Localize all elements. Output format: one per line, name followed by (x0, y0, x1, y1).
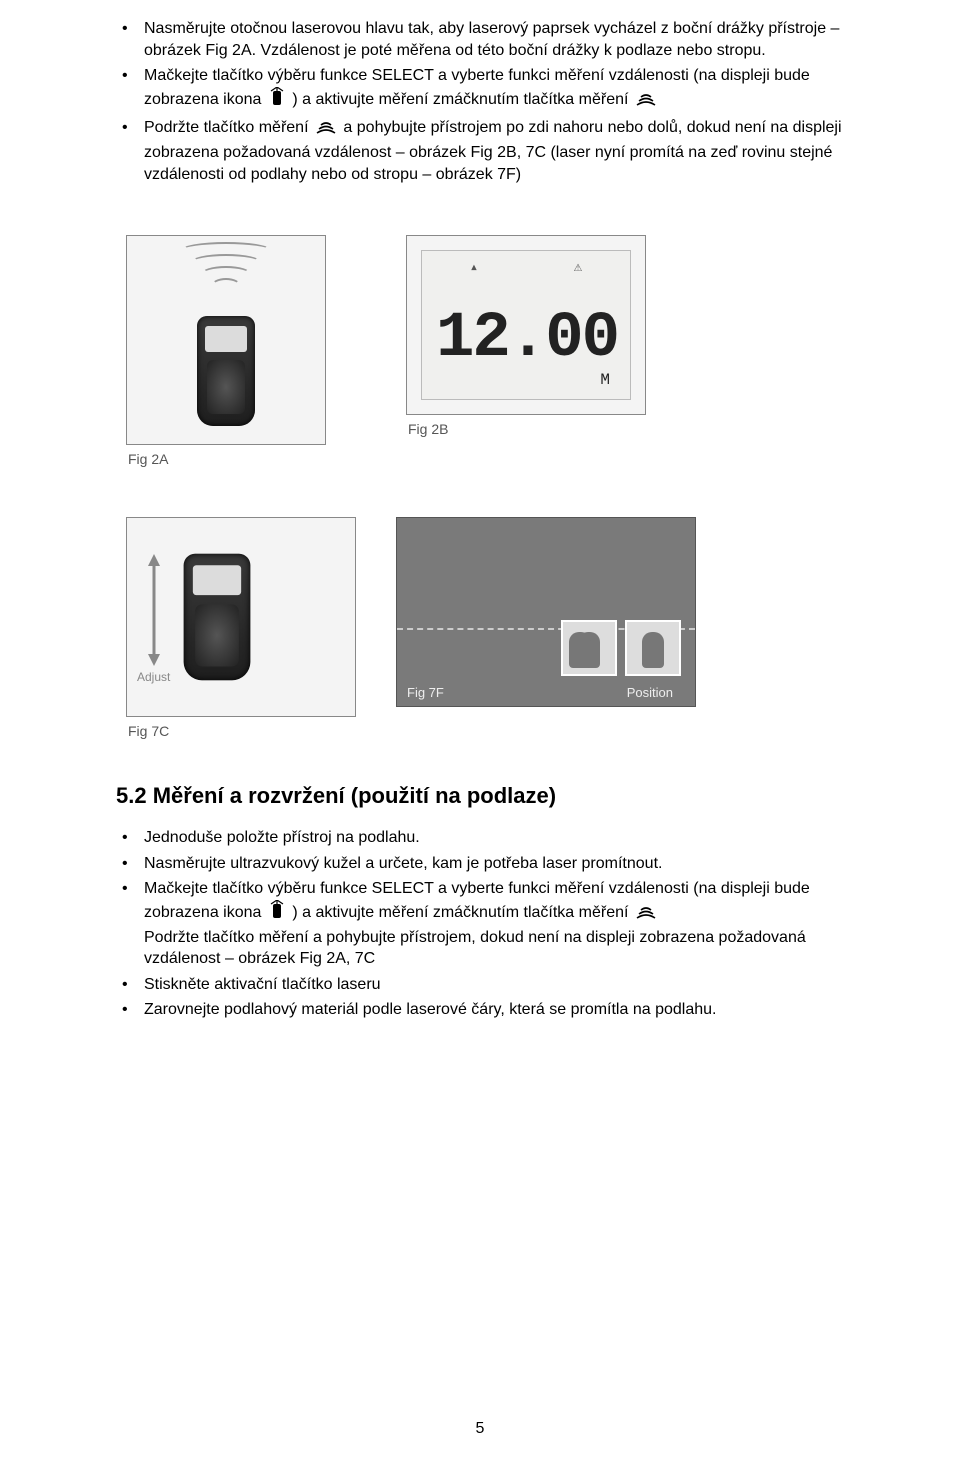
bullet-text: Podržte tlačítko měření (144, 119, 309, 136)
device-illustration (184, 554, 251, 681)
figure-row-2: Adjust Fig 7C Fig 7F Position (126, 517, 874, 739)
lcd-display: ▴ ⚠ 12.00 M (421, 250, 631, 400)
bullet-text: Nasměrujte ultrazvukový kužel a určete, … (144, 855, 662, 872)
figure-2a: Fig 2A (126, 235, 326, 467)
page-number: 5 (0, 1420, 960, 1438)
figure-label: Fig 2B (408, 421, 646, 437)
position-thumb (561, 620, 617, 676)
wave-icon (635, 92, 657, 114)
wave-icon (635, 905, 657, 927)
figure-7c: Adjust Fig 7C (126, 517, 356, 739)
lcd-value: 12.00 (436, 307, 618, 371)
lcd-unit: M (600, 371, 610, 389)
adjust-label: Adjust (137, 670, 170, 684)
adjust-arrow-icon: Adjust (137, 550, 170, 684)
bullet-select-function: Mačkejte tlačítko výběru funkce SELECT a… (116, 878, 874, 969)
bullet-press-laser: Stiskněte aktivační tlačítko laseru (116, 974, 874, 996)
figure-7f: Fig 7F Position (396, 517, 696, 739)
projection-panel: Fig 7F Position (396, 517, 696, 707)
position-label: Position (627, 685, 673, 700)
bullet-hold-measure: Podržte tlačítko měření a pohybujte přís… (116, 117, 874, 185)
bullet-place-floor: Jednoduše položte přístroj na podlahu. (116, 827, 874, 849)
laser-icon: ▴ (470, 259, 478, 276)
bullet-text: Podržte tlačítko měření a pohybujte přís… (144, 929, 806, 968)
bullet-text: Stiskněte aktivační tlačítko laseru (144, 976, 381, 993)
bullet-select-function: Mačkejte tlačítko výběru funkce SELECT a… (116, 65, 874, 113)
figure-label: Fig 7F (407, 685, 444, 700)
figure-label: Fig 2A (128, 451, 326, 467)
bullet-text: ) a aktivujte měření zmáčknutím tlačítka… (292, 91, 628, 108)
warning-icon: ⚠ (574, 259, 582, 276)
bullet-text: Nasměrujte otočnou laserovou hlavu tak, … (144, 20, 839, 59)
bullet-text: Zarovnejte podlahový materiál podle lase… (144, 1001, 716, 1018)
lcd-top-icons: ▴ ⚠ (422, 259, 630, 276)
bullet-aim-laser: Nasměrujte otočnou laserovou hlavu tak, … (116, 18, 874, 61)
bullet-text: Jednoduše položte přístroj na podlahu. (144, 829, 420, 846)
wave-icon (315, 120, 337, 142)
instruction-list-top: Nasměrujte otočnou laserovou hlavu tak, … (116, 18, 874, 185)
sonic-waves-icon (127, 242, 325, 286)
bullet-text: ) a aktivujte měření zmáčknutím tlačítka… (292, 904, 628, 921)
device-illustration (197, 316, 255, 426)
bullet-align-floor: Zarovnejte podlahový materiál podle lase… (116, 999, 874, 1021)
section-heading: 5.2 Měření a rozvržení (použití na podla… (116, 783, 874, 809)
instruction-list-bottom: Jednoduše položte přístroj na podlahu. N… (116, 827, 874, 1021)
laser-icon (268, 87, 286, 114)
position-thumb (625, 620, 681, 676)
figure-row-1: Fig 2A ▴ ⚠ 12.00 M Fig 2B (126, 235, 874, 467)
figure-2b: ▴ ⚠ 12.00 M Fig 2B (406, 235, 646, 467)
laser-icon (268, 900, 286, 927)
bullet-aim-cone: Nasměrujte ultrazvukový kužel a určete, … (116, 853, 874, 875)
figure-label: Fig 7C (128, 723, 356, 739)
